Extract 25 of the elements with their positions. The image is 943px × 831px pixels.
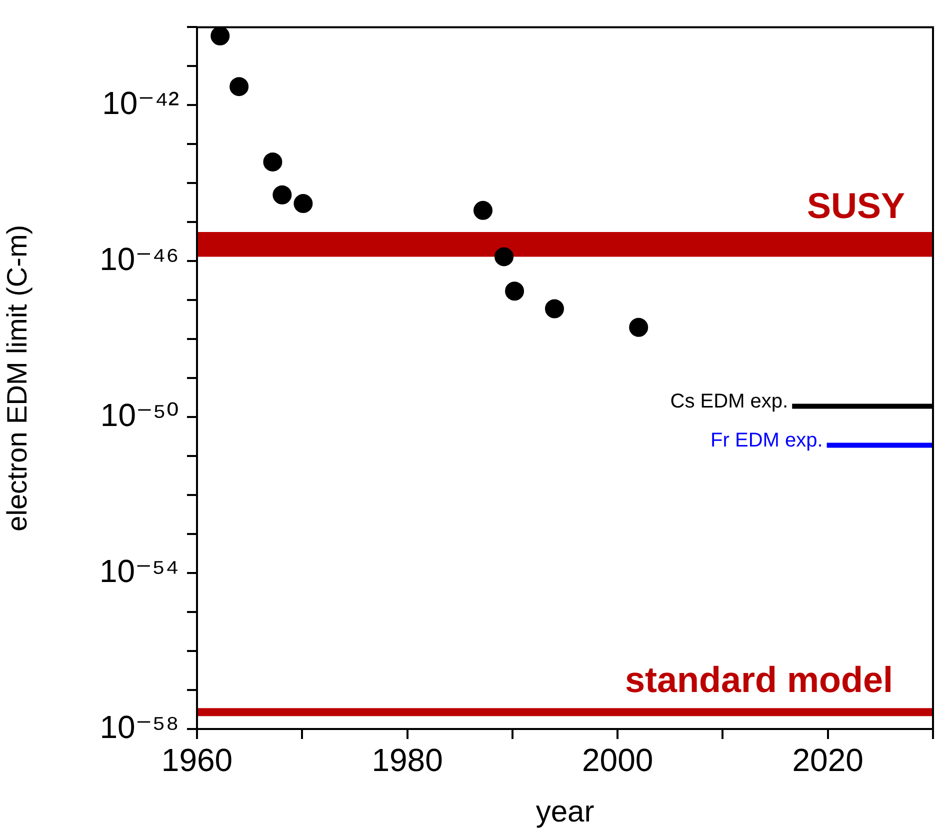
point	[505, 282, 524, 301]
y-tick-label: 10⁻⁵⁰	[100, 396, 179, 433]
point	[263, 152, 282, 172]
y-tick-label: 10⁻⁴²	[102, 85, 180, 122]
point	[494, 247, 514, 266]
y-tick-label: 10⁻⁵⁴	[100, 552, 179, 589]
series-label: Fr EDM exp.	[710, 430, 823, 452]
point	[230, 77, 249, 96]
x-tick-label: 1980	[372, 742, 443, 778]
point	[272, 185, 292, 204]
point	[294, 194, 313, 214]
x-axis-title: year	[536, 795, 594, 828]
x-tick-label: 2000	[582, 742, 654, 778]
point	[473, 200, 492, 220]
y-tick-label: 10⁻⁴⁶	[100, 240, 179, 277]
point	[629, 318, 648, 337]
point	[210, 27, 230, 46]
y-axis-title: electron EDM limit (C-m)	[2, 224, 33, 532]
band-label: SUSY	[806, 184, 905, 226]
x-tick-label: 1960	[161, 742, 233, 778]
ref-line-label: standard model	[624, 659, 893, 700]
y-tick-label: 10⁻⁵⁸	[100, 708, 179, 745]
x-tick-label: 2020	[792, 742, 864, 778]
series-label: Cs EDM exp.	[670, 390, 788, 413]
point	[544, 299, 564, 318]
